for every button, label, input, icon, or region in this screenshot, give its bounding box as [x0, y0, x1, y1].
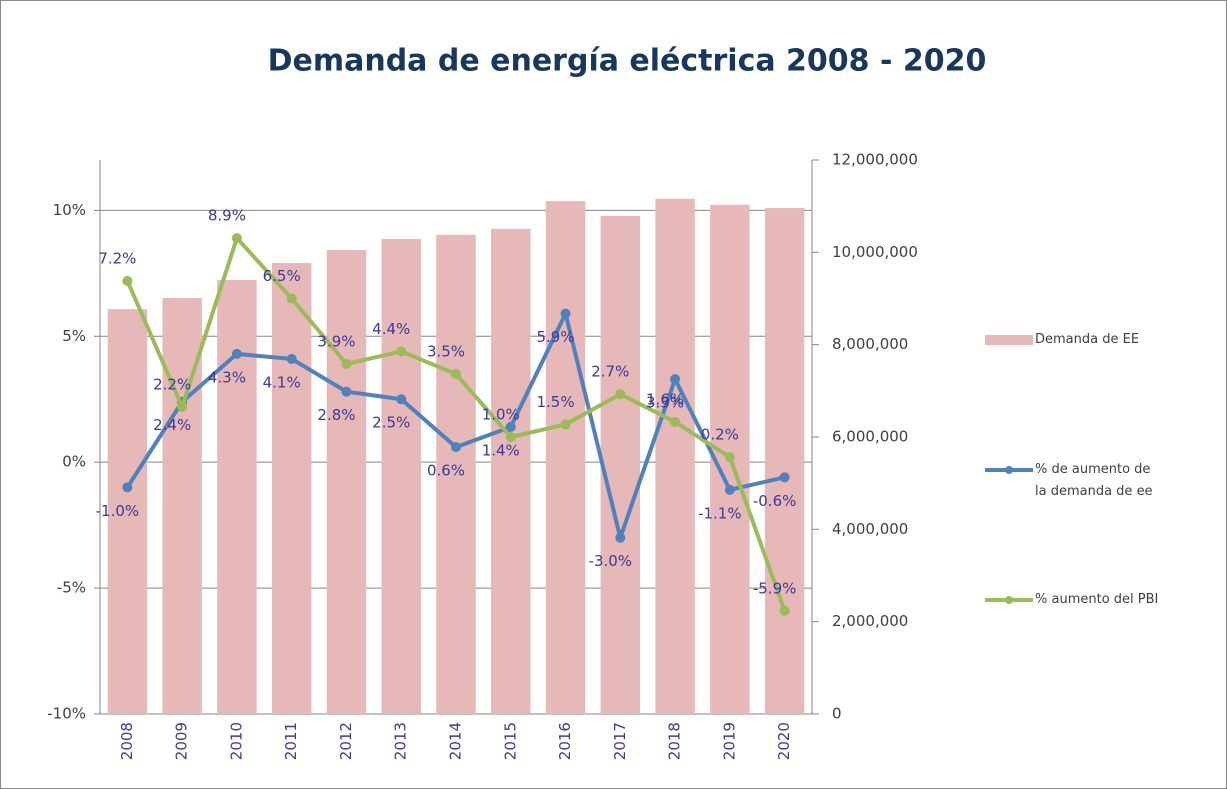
y2-tick-label: 4,000,000 [832, 520, 908, 538]
marker [286, 293, 297, 304]
marker [231, 233, 242, 244]
data-label: 0.6% [427, 462, 465, 480]
bar [764, 208, 805, 714]
marker [670, 416, 681, 427]
bar [436, 234, 476, 715]
marker [724, 484, 735, 495]
x-tick-label: 2012 [337, 722, 355, 760]
bar [545, 201, 586, 715]
marker [724, 452, 735, 463]
marker [615, 389, 626, 400]
data-label: 6.5% [263, 267, 301, 285]
x-tick-label: 2018 [666, 722, 684, 760]
legend-label: % aumento del PBI [1035, 592, 1159, 607]
chart-title: Demanda de energía eléctrica 2008 - 2020 [268, 44, 987, 79]
y2-tick-label: 12,000,000 [832, 151, 918, 169]
bar [271, 262, 312, 714]
marker [396, 394, 407, 405]
bar [655, 198, 695, 714]
data-label: 3.5% [427, 343, 465, 361]
marker [177, 401, 188, 412]
data-label: -1.1% [698, 504, 742, 522]
marker [779, 605, 790, 616]
data-label: 2.8% [317, 406, 355, 424]
data-label: 1.0% [482, 406, 520, 424]
marker [505, 432, 516, 442]
x-tick-label: 2019 [720, 722, 738, 760]
legend-label: Demanda de EE [1035, 332, 1140, 347]
marker [231, 348, 242, 359]
marker [615, 532, 626, 543]
data-label: 1.5% [536, 393, 574, 411]
marker [451, 442, 461, 453]
marker [451, 369, 461, 380]
data-label: 0.2% [701, 426, 739, 444]
x-tick-label: 2010 [227, 722, 245, 760]
y-tick-label: 10% [53, 201, 86, 219]
bar [326, 250, 367, 714]
data-label: 2.5% [372, 414, 410, 432]
marker [779, 472, 790, 483]
x-tick-label: 2008 [118, 722, 136, 760]
marker [505, 421, 516, 432]
data-label: -3.0% [589, 552, 633, 570]
y-tick-label: 5% [62, 327, 86, 345]
marker [670, 374, 681, 385]
y-tick-label: -5% [57, 579, 86, 597]
y2-tick-label: 0 [832, 705, 842, 723]
y-tick-label: 0% [62, 453, 86, 471]
marker [286, 353, 297, 364]
data-label: 7.2% [98, 249, 136, 267]
data-label: -1.0% [96, 502, 140, 520]
x-tick-label: 2014 [447, 722, 465, 760]
marker [560, 419, 571, 430]
data-label: 4.1% [263, 373, 301, 391]
data-label: 4.4% [372, 320, 410, 338]
bar [600, 215, 641, 714]
legend-swatch [1005, 596, 1013, 604]
legend-label: % de aumento de la demanda de ee [1035, 462, 1153, 499]
y2-tick-label: 10,000,000 [832, 243, 918, 261]
x-tick-label: 2011 [282, 722, 300, 760]
x-tick-label: 2016 [556, 722, 574, 760]
data-label: -5.9% [753, 579, 797, 597]
legend-swatch [1005, 466, 1013, 474]
bar [107, 309, 148, 714]
data-label: 2.7% [591, 363, 629, 381]
x-tick-label: 2017 [611, 722, 629, 760]
y2-tick-label: 2,000,000 [832, 612, 908, 630]
x-tick-label: 2009 [173, 722, 191, 760]
x-tick-label: 2015 [501, 722, 519, 760]
marker [396, 346, 407, 357]
marker [122, 275, 133, 286]
marker [341, 386, 352, 397]
marker [341, 358, 352, 369]
y-tick-label: -10% [47, 705, 86, 723]
marker [560, 308, 571, 319]
bar [491, 228, 531, 714]
bar [381, 238, 421, 714]
data-label: 1.6% [646, 390, 684, 408]
data-label: 3.3% [646, 394, 684, 412]
marker [122, 482, 133, 493]
data-label: 2.4% [153, 416, 191, 434]
data-label: 3.9% [317, 332, 355, 350]
y2-tick-label: 6,000,000 [832, 428, 908, 446]
data-label: -0.6% [753, 492, 797, 510]
data-label: 8.9% [208, 207, 246, 225]
data-label: 1.4% [482, 441, 520, 459]
x-tick-label: 2020 [775, 722, 793, 760]
data-label: 2.2% [153, 375, 191, 393]
x-tick-label: 2013 [392, 722, 410, 760]
y2-tick-label: 8,000,000 [832, 335, 908, 353]
data-label: 5.9% [536, 328, 574, 346]
bar [217, 280, 257, 714]
legend-swatch [985, 335, 1033, 345]
data-label: 4.3% [208, 368, 246, 386]
